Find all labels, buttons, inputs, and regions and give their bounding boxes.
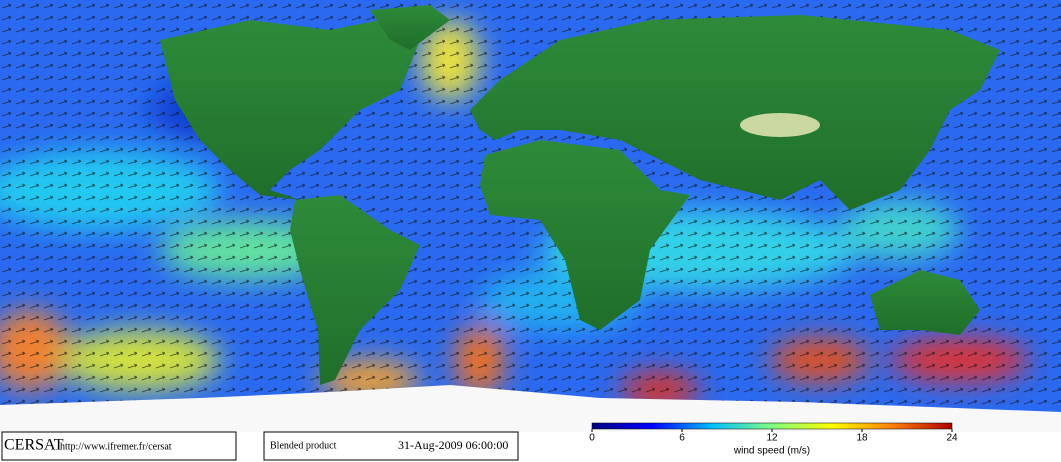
logo: CERSAT — [4, 437, 64, 454]
colorbar-tick-label: 6 — [679, 433, 685, 444]
colorbar: 0 6 12 18 24 wind speed (m/s) — [589, 422, 958, 457]
colorbar-bar — [591, 422, 953, 430]
colorbar-tick-label: 18 — [856, 433, 868, 444]
colorbar-label: wind speed (m/s) — [733, 446, 810, 457]
datetime: 31-Aug-2009 06:00:00 — [398, 438, 508, 452]
colorbar-tick-label: 24 — [946, 433, 958, 444]
logo-box — [1, 431, 237, 461]
land — [160, 5, 1000, 385]
product-box — [263, 431, 519, 461]
colorbar-tick-label: 0 — [589, 433, 595, 444]
colorbar-tick-label: 12 — [766, 433, 778, 444]
url: http://www.ifremer.fr/cersat — [60, 441, 172, 452]
product: Blended product — [270, 440, 337, 451]
